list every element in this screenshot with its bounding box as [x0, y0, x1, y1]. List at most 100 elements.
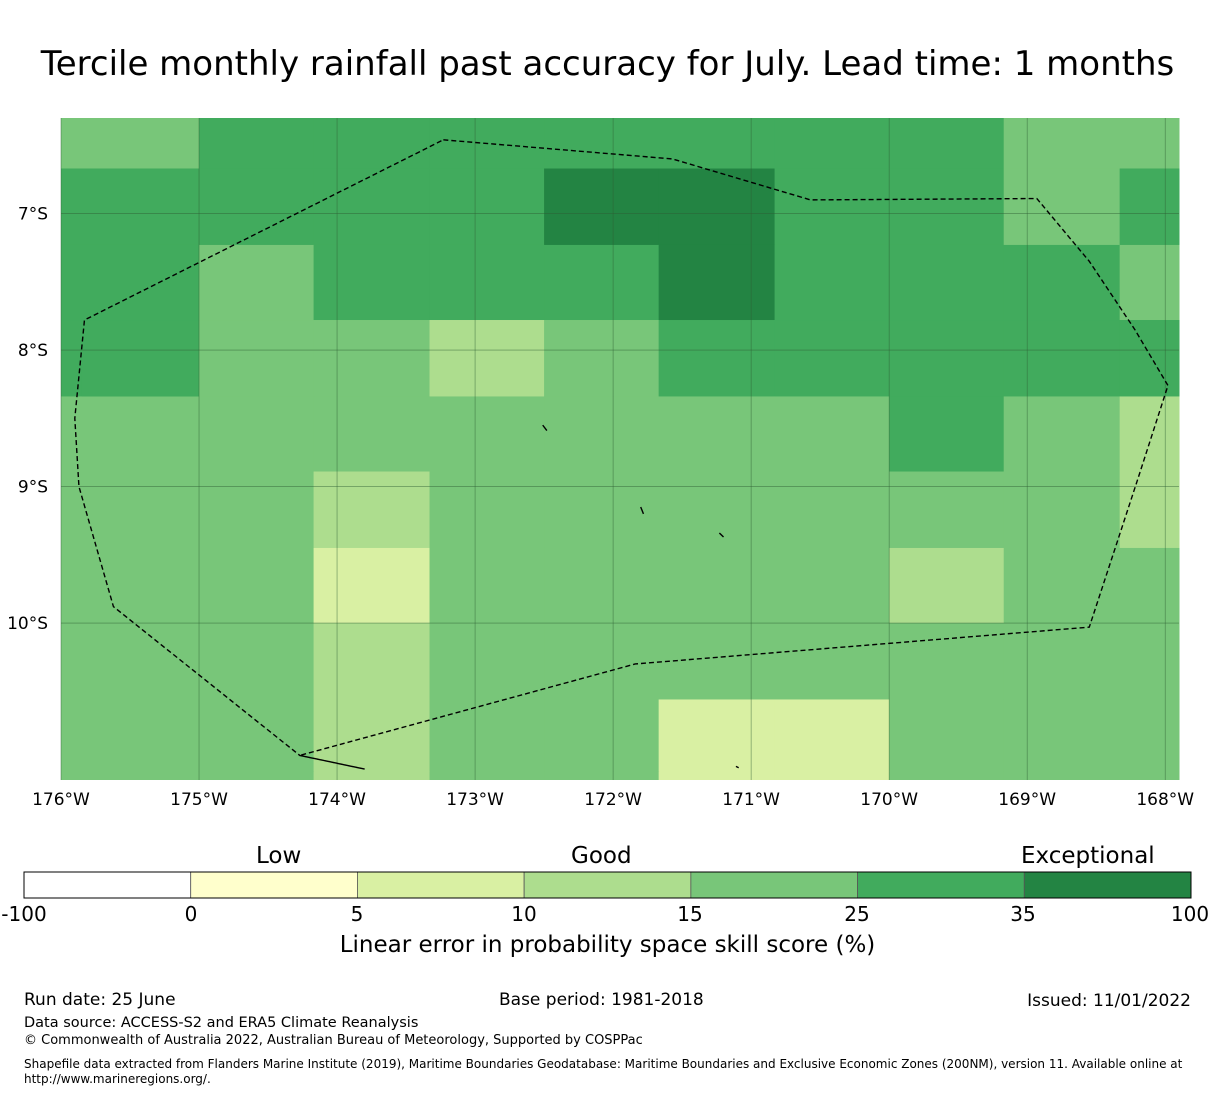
grid-cell [889, 547, 1005, 624]
data-source: Data source: ACCESS-S2 and ERA5 Climate … [24, 1015, 419, 1031]
colorbar-tick: -100 [1, 902, 47, 926]
lon-tick-label: 169°W [998, 790, 1056, 810]
island-coastline [718, 532, 725, 538]
grid-cell [544, 320, 660, 397]
grid-cell [544, 771, 660, 780]
lat-tick-label: 10°S [7, 614, 48, 634]
grid-cell [889, 244, 1005, 321]
map-panel: 176°W 175°W 174°W 173°W 172°W 171°W 170°W 169°W… [7, 118, 1194, 810]
grid-cell [1003, 623, 1121, 700]
colorbar-segment [357, 871, 525, 899]
grid-cell [658, 118, 776, 170]
colorbar-segment [857, 871, 1025, 899]
grid-cell [658, 320, 776, 397]
grid-cell [199, 396, 315, 473]
grid-cell [1003, 547, 1121, 624]
shapefile-url: http://www.marineregions.org/. [24, 1072, 211, 1086]
grid-cell [429, 699, 545, 773]
grid-cell [313, 118, 431, 170]
grid-cell [199, 244, 315, 321]
colorbar-segment [1023, 871, 1192, 899]
eez-boundary [74, 139, 1169, 770]
grid-cell [1119, 699, 1180, 773]
grid-cell [889, 623, 1005, 700]
grid-cell [774, 471, 890, 549]
grid-cell [61, 471, 200, 549]
grid-cell [199, 168, 315, 246]
copyright: © Commonwealth of Australia 2022, Austra… [24, 1033, 643, 1048]
grid-cell [313, 244, 431, 321]
grid-cell [1119, 771, 1180, 780]
island-coastline [542, 424, 548, 431]
grid-cell [658, 547, 776, 624]
grid-cell [889, 771, 1005, 780]
grid-cell [1119, 118, 1180, 170]
grid-cell [1119, 623, 1180, 700]
grid-cell [544, 699, 660, 773]
grid-cell [544, 547, 660, 624]
lon-tick-label: 176°W [32, 790, 90, 810]
lon-tick-label: 170°W [860, 790, 918, 810]
grid-cell [774, 771, 890, 780]
grid-cell [199, 320, 315, 397]
grid-cell [544, 471, 660, 549]
colorbar-word-low: Low [256, 843, 302, 869]
grid-cell [81, 320, 200, 397]
lon-tick-label: 171°W [722, 790, 780, 810]
grid-cell [429, 623, 545, 700]
grid-cell [658, 623, 776, 700]
latitude-labels: 7°S 8°S 9°S 10°S [7, 205, 48, 634]
grid-cell [889, 168, 1005, 246]
grid-cell [1003, 244, 1121, 321]
grid-cell [1003, 771, 1121, 780]
map-title: Tercile monthly rainfall past accuracy f… [40, 44, 1175, 84]
colorbar-segment [23, 871, 192, 899]
grid-cell [313, 396, 431, 473]
grid-cell [61, 244, 200, 321]
grid-cell [774, 118, 890, 170]
grid-cell [658, 244, 776, 321]
lon-tick-label: 172°W [584, 790, 642, 810]
lon-tick-label: 173°W [446, 790, 504, 810]
colorbar-tick: 25 [844, 902, 870, 926]
islands [542, 424, 740, 769]
grid-cell [1119, 168, 1180, 246]
grid-cell [313, 771, 431, 780]
island-coastline [640, 506, 645, 515]
grid-cell [1003, 471, 1121, 549]
grid-cell [544, 244, 660, 321]
grid-cell [429, 547, 545, 624]
colorbar-frame [23, 871, 1192, 899]
grid-cell [61, 168, 200, 246]
grid-cell [199, 699, 315, 773]
run-date: Run date: 25 June [24, 990, 176, 1010]
grid-cell [429, 168, 545, 246]
grid-cell [1119, 244, 1180, 321]
grid-cell [429, 471, 545, 549]
issued-date: Issued: 11/01/2022 [1027, 991, 1191, 1011]
grid-cell [199, 118, 315, 170]
colorbar-label: Linear error in probability space skill … [339, 932, 876, 958]
grid-cell [1119, 471, 1180, 549]
grid-cell [774, 547, 890, 624]
colorbar-tick: 15 [677, 902, 703, 926]
grid-cell [1119, 320, 1180, 397]
grid-cell [61, 547, 200, 624]
grid-cell [774, 396, 890, 473]
colorbar-tick: 5 [350, 902, 364, 926]
grid-cell [199, 547, 315, 624]
grid-cell [774, 320, 890, 397]
lat-tick-label: 7°S [18, 205, 48, 225]
grid-cell [313, 547, 431, 624]
grid-cell [889, 471, 1005, 549]
grid-cell [544, 168, 660, 246]
grid-cell [774, 244, 890, 321]
grid-cell [429, 396, 545, 473]
grid-cell [1003, 320, 1121, 397]
grid-cell [429, 320, 545, 397]
grid-cell [658, 168, 776, 246]
shapefile-credit: Shapefile data extracted from Flanders M… [24, 1057, 1183, 1071]
grid-cell [658, 771, 776, 780]
grid-cell [889, 396, 1005, 473]
grid-cell [429, 771, 545, 780]
